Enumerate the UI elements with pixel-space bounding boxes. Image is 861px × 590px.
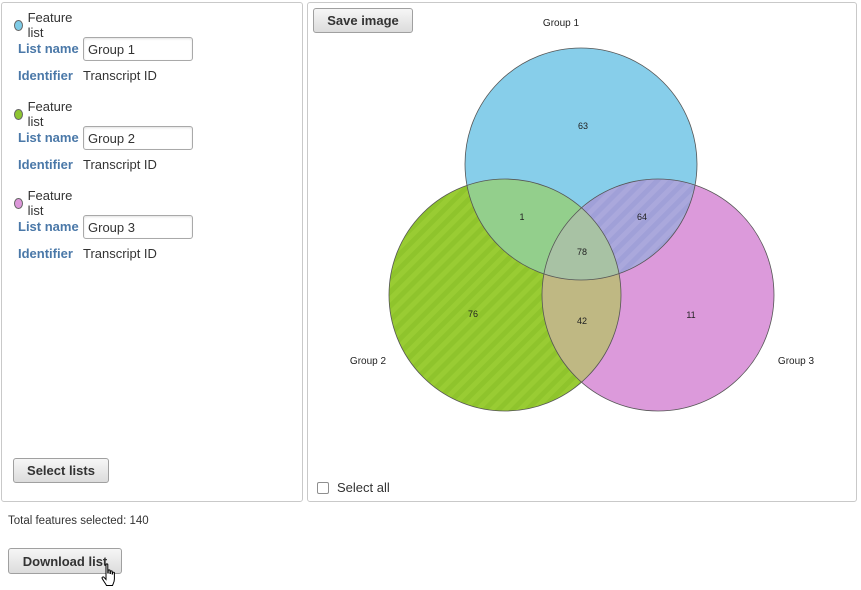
identifier-label: Identifier xyxy=(18,246,73,261)
venn-diagram: Group 1 Group 2 Group 3 63 76 11 1 64 42… xyxy=(350,18,815,412)
circle-icon xyxy=(14,108,23,120)
venn-count-all: 78 xyxy=(577,247,587,257)
download-list-button[interactable]: Download list xyxy=(8,548,122,574)
identifier-value: Transcript ID xyxy=(83,157,157,172)
feature-list-label: Feature list xyxy=(27,188,73,218)
select-lists-button[interactable]: Select lists xyxy=(13,458,109,483)
list-panel: Feature list List name Identifier Transc… xyxy=(1,2,303,502)
list-name-input[interactable] xyxy=(83,126,193,150)
venn-count-group-2-3: 42 xyxy=(577,316,587,326)
circle-icon xyxy=(14,197,23,209)
venn-label-group-3: Group 3 xyxy=(778,356,815,367)
venn-panel: Group 1 Group 2 Group 3 63 76 11 1 64 42… xyxy=(307,2,857,502)
hand-cursor-icon xyxy=(101,563,115,586)
feature-list-label: Feature list xyxy=(27,99,73,129)
venn-outline-3 xyxy=(541,178,775,412)
venn-label-group-1: Group 1 xyxy=(543,18,580,29)
feature-list-header: Feature list xyxy=(14,10,75,40)
list-name-label: List name xyxy=(18,130,79,145)
venn-count-group-3-only: 11 xyxy=(686,310,695,320)
feature-list-header: Feature list xyxy=(14,99,75,129)
feature-list-label: Feature list xyxy=(27,10,73,40)
list-name-label: List name xyxy=(18,219,79,234)
identifier-value: Transcript ID xyxy=(83,246,157,261)
venn-count-group-1-only: 63 xyxy=(578,121,588,131)
venn-count-group-2-only: 76 xyxy=(468,309,478,319)
venn-intersection-all[interactable] xyxy=(542,179,774,411)
list-name-label: List name xyxy=(18,41,79,56)
venn-count-group-1-3: 64 xyxy=(637,212,647,222)
venn-label-group-2: Group 2 xyxy=(350,356,387,367)
circle-icon xyxy=(14,19,23,31)
identifier-label: Identifier xyxy=(18,157,73,172)
venn-outline-1 xyxy=(464,47,698,281)
list-name-input[interactable] xyxy=(83,37,193,61)
select-all-label: Select all xyxy=(337,480,390,495)
total-features-text: Total features selected: 140 xyxy=(8,515,149,527)
identifier-value: Transcript ID xyxy=(83,68,157,83)
select-all-checkbox[interactable] xyxy=(317,481,329,494)
select-all-control[interactable]: Select all xyxy=(317,480,390,495)
feature-list-header: Feature list xyxy=(14,188,75,218)
save-image-button[interactable]: Save image xyxy=(313,8,413,33)
venn-count-group-1-2: 1 xyxy=(519,212,524,222)
list-name-input[interactable] xyxy=(83,215,193,239)
venn-outline-2 xyxy=(388,178,622,412)
identifier-label: Identifier xyxy=(18,68,73,83)
